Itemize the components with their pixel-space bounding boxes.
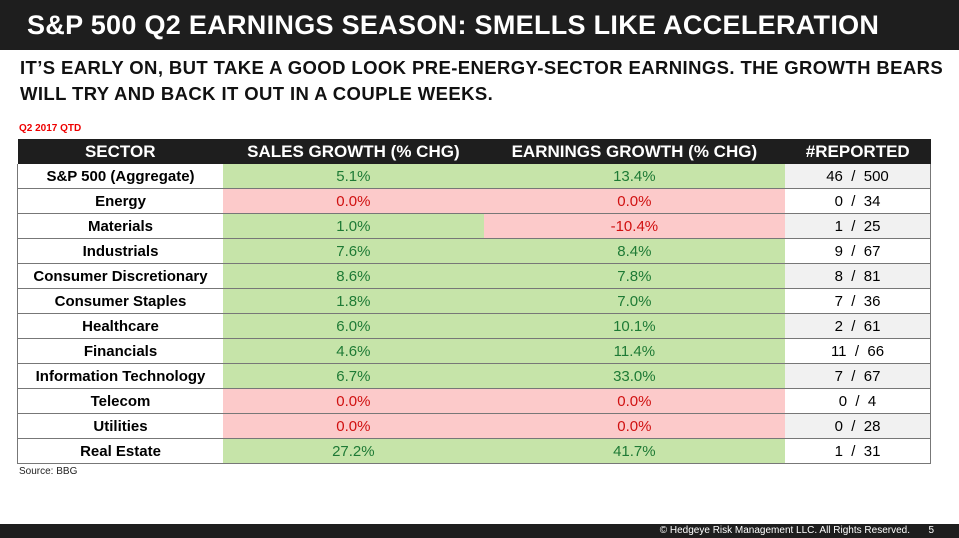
sector-cell: Financials: [17, 338, 223, 364]
earnings-growth-cell: -10.4%: [483, 213, 785, 239]
table-row: Healthcare 6.0% 10.1% 2 / 61: [17, 313, 931, 339]
reported-cell: 0 / 4: [785, 388, 931, 414]
reported-cell: 1 / 31: [785, 438, 931, 464]
sales-growth-cell: 1.8%: [223, 288, 484, 314]
slide-title: S&P 500 Q2 EARNINGS SEASON: SMELLS LIKE …: [0, 0, 959, 50]
table-row: Utilities 0.0% 0.0% 0 / 28: [17, 413, 931, 439]
earnings-growth-cell: 0.0%: [483, 388, 785, 414]
earnings-growth-cell: 13.4%: [483, 164, 785, 189]
sector-cell: Consumer Discretionary: [17, 263, 223, 289]
sales-growth-cell: 8.6%: [223, 263, 484, 289]
table-row: Real Estate 27.2% 41.7% 1 / 31: [17, 438, 931, 464]
sales-growth-cell: 0.0%: [223, 188, 484, 214]
sales-growth-cell: 0.0%: [223, 388, 484, 414]
header-earnings: EARNINGS GROWTH (% CHG): [483, 139, 785, 164]
earnings-growth-cell: 10.1%: [483, 313, 785, 339]
source-note: Source: BBG: [19, 466, 78, 477]
earnings-growth-cell: 41.7%: [483, 438, 785, 464]
slide-subtitle: IT’S EARLY ON, BUT TAKE A GOOD LOOK PRE-…: [20, 57, 944, 104]
header-sales: SALES GROWTH (% CHG): [223, 139, 484, 164]
sales-growth-cell: 7.6%: [223, 238, 484, 264]
earnings-growth-cell: 0.0%: [483, 188, 785, 214]
header-sector: SECTOR: [17, 139, 223, 164]
reported-cell: 8 / 81: [785, 263, 931, 289]
sector-cell: S&P 500 (Aggregate): [17, 164, 223, 189]
reported-cell: 2 / 61: [785, 313, 931, 339]
sales-growth-cell: 5.1%: [223, 164, 484, 189]
sales-growth-cell: 0.0%: [223, 413, 484, 439]
copyright: © Hedgeye Risk Management LLC. All Right…: [659, 525, 910, 536]
sector-cell: Telecom: [17, 388, 223, 414]
table-row: Financials 4.6% 11.4% 11 / 66: [17, 338, 931, 364]
sector-cell: Information Technology: [17, 363, 223, 389]
reported-cell: 9 / 67: [785, 238, 931, 264]
sector-cell: Consumer Staples: [17, 288, 223, 314]
earnings-growth-cell: 8.4%: [483, 238, 785, 264]
earnings-growth-cell: 7.8%: [483, 263, 785, 289]
earnings-growth-cell: 7.0%: [483, 288, 785, 314]
table-row: Telecom 0.0% 0.0% 0 / 4: [17, 388, 931, 414]
sales-growth-cell: 27.2%: [223, 438, 484, 464]
table-row: Consumer Discretionary 8.6% 7.8% 8 / 81: [17, 263, 931, 289]
earnings-growth-cell: 33.0%: [483, 363, 785, 389]
reported-cell: 0 / 28: [785, 413, 931, 439]
sector-cell: Real Estate: [17, 438, 223, 464]
reported-cell: 46 / 500: [785, 164, 931, 189]
sector-cell: Materials: [17, 213, 223, 239]
table-row: Energy 0.0% 0.0% 0 / 34: [17, 188, 931, 214]
period-label: Q2 2017 QTD: [19, 123, 82, 134]
earnings-growth-cell: 0.0%: [483, 413, 785, 439]
sector-cell: Industrials: [17, 238, 223, 264]
page-number: 5: [928, 525, 934, 536]
footer-bar: © Hedgeye Risk Management LLC. All Right…: [0, 524, 959, 538]
table-row: Industrials 7.6% 8.4% 9 / 67: [17, 238, 931, 264]
reported-cell: 7 / 36: [785, 288, 931, 314]
sector-cell: Healthcare: [17, 313, 223, 339]
header-reported: #REPORTED: [785, 139, 931, 164]
table-row: S&P 500 (Aggregate) 5.1% 13.4% 46 / 500: [17, 164, 931, 189]
sector-cell: Utilities: [17, 413, 223, 439]
sales-growth-cell: 4.6%: [223, 338, 484, 364]
sector-cell: Energy: [17, 188, 223, 214]
reported-cell: 11 / 66: [785, 338, 931, 364]
table-header-row: SECTOR SALES GROWTH (% CHG) EARNINGS GRO…: [17, 139, 931, 164]
table-row: Consumer Staples 1.8% 7.0% 7 / 36: [17, 288, 931, 314]
earnings-growth-cell: 11.4%: [483, 338, 785, 364]
table-row: Materials 1.0% -10.4% 1 / 25: [17, 213, 931, 239]
sales-growth-cell: 1.0%: [223, 213, 484, 239]
reported-cell: 7 / 67: [785, 363, 931, 389]
sales-growth-cell: 6.0%: [223, 313, 484, 339]
table-row: Information Technology 6.7% 33.0% 7 / 67: [17, 363, 931, 389]
sales-growth-cell: 6.7%: [223, 363, 484, 389]
reported-cell: 1 / 25: [785, 213, 931, 239]
earnings-table: SECTOR SALES GROWTH (% CHG) EARNINGS GRO…: [17, 139, 931, 464]
reported-cell: 0 / 34: [785, 188, 931, 214]
